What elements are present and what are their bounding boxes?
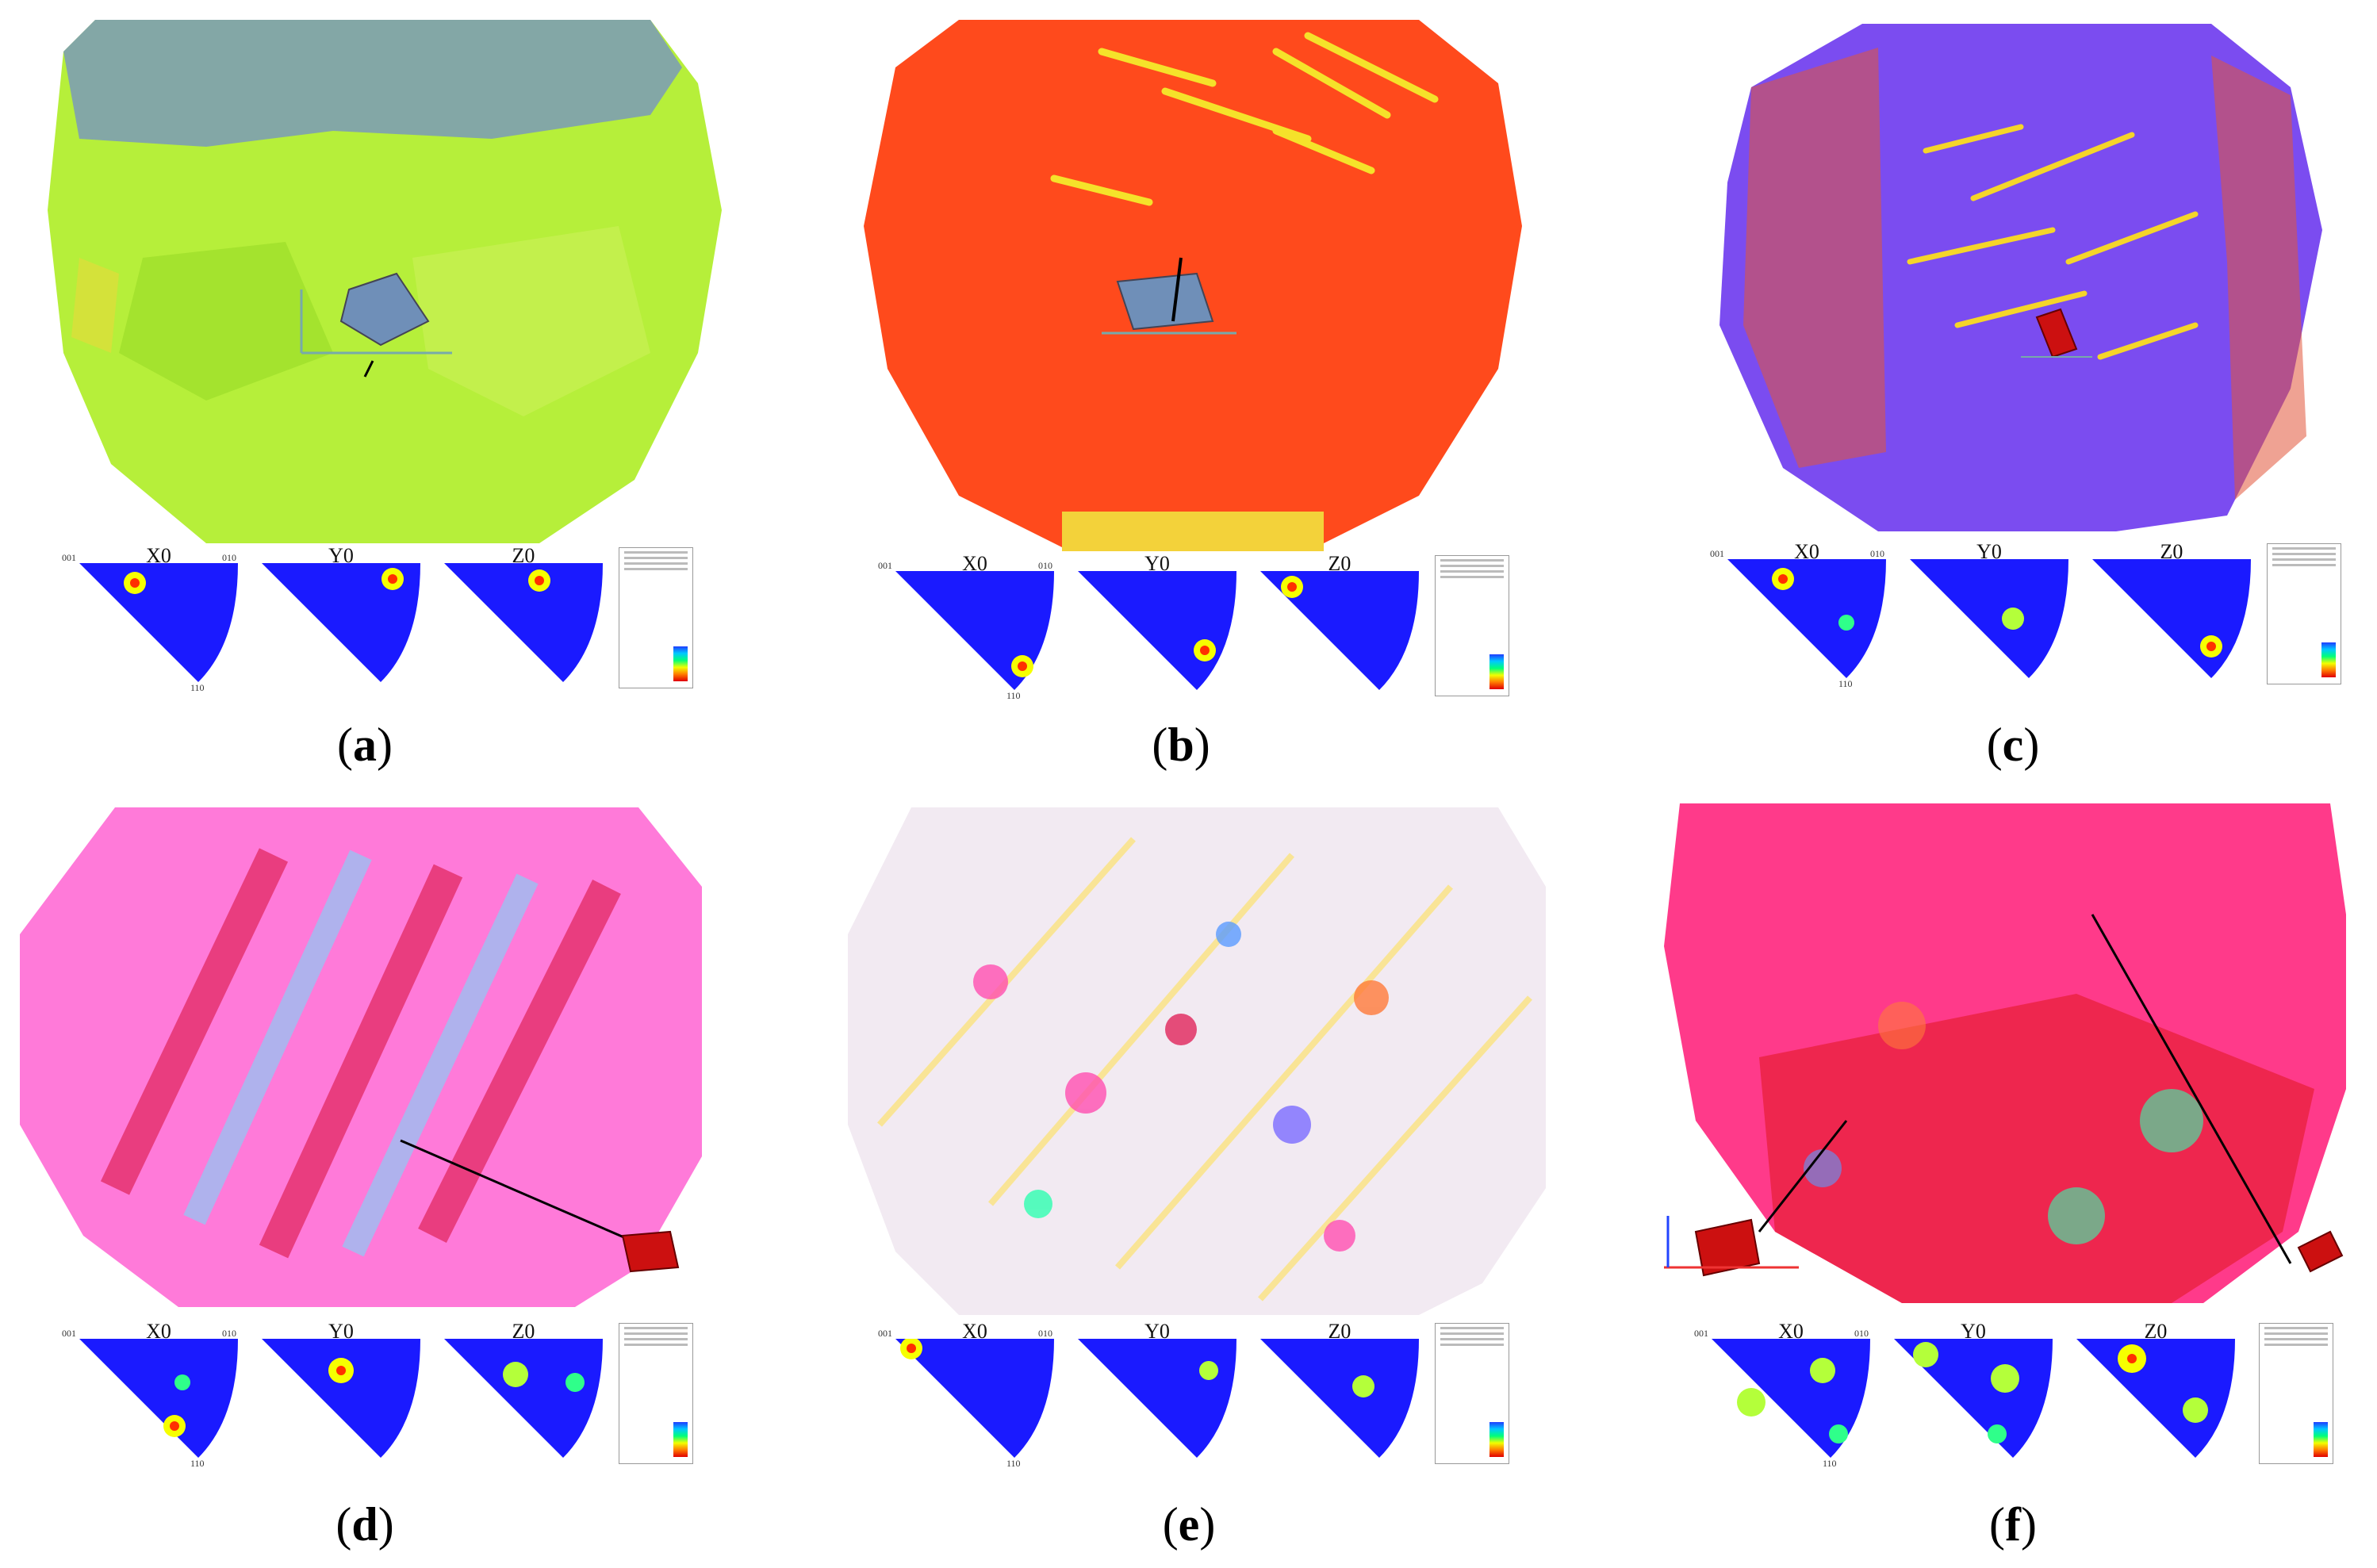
- corner-label: 001: [1710, 548, 1724, 559]
- ipf-legend-c: [2267, 543, 2341, 684]
- ipf-x0-c: X0: [1727, 540, 1886, 678]
- direction-arrow: [400, 1139, 639, 1245]
- ipf-x0-d: X0: [79, 1320, 238, 1458]
- ipf-x0-f: X0: [1712, 1320, 1870, 1458]
- caption-c: (c): [1986, 719, 2040, 771]
- orientation-cube-icon: [1102, 257, 1236, 335]
- ipf-y0-e: Y0: [1078, 1320, 1236, 1458]
- panel-f: X0 Y0 Z0 001 010 110 (f): [1585, 784, 2377, 1568]
- ipf-z0-f: Z0: [2076, 1320, 2235, 1458]
- corner-label: 001: [1694, 1328, 1708, 1339]
- panel-b: X0 Y0 Z0 001 010 110 (b): [792, 0, 1585, 784]
- orientation-cube-icon: [621, 1230, 680, 1273]
- ipf-z0-b: Z0: [1260, 552, 1419, 690]
- ebsd-map-a: [48, 20, 730, 543]
- corner-label: 001: [62, 552, 76, 563]
- panel-d: X0 Y0 Z0 001 010 110 (d): [0, 784, 792, 1568]
- ipf-z0-a: Z0: [444, 544, 603, 682]
- corner-label: 110: [1838, 678, 1853, 689]
- ipf-z0-e: Z0: [1260, 1320, 1419, 1458]
- caption-a: (a): [337, 719, 393, 771]
- caption-b: (b): [1152, 719, 1210, 771]
- ipf-label: Z0: [2160, 540, 2183, 563]
- ipf-label: Y0: [1976, 540, 2002, 563]
- ipf-label: Y0: [1144, 552, 1170, 575]
- corner-label: 010: [1038, 560, 1052, 571]
- panel-c: X0 Y0 Z0 001 010 110 (c): [1585, 0, 2377, 784]
- ipf-label: X0: [1794, 540, 1819, 563]
- ipf-label: X0: [146, 1320, 171, 1343]
- direction-arrow: [2091, 914, 2292, 1264]
- corner-label: 110: [1006, 690, 1021, 701]
- ipf-label: Z0: [1328, 1320, 1351, 1343]
- corner-label: 010: [1038, 1328, 1052, 1339]
- corner-label: 010: [1854, 1328, 1869, 1339]
- direction-arrow: [1758, 1120, 1848, 1233]
- corner-label: 110: [190, 1458, 205, 1469]
- ipf-label: Z0: [512, 544, 535, 567]
- ipf-legend-b: [1435, 555, 1509, 696]
- caption-d: (d): [335, 1498, 394, 1551]
- corner-label: 110: [1823, 1458, 1837, 1469]
- ipf-label: Y0: [328, 544, 354, 567]
- ipf-y0-a: Y0: [262, 544, 420, 682]
- ipf-y0-d: Y0: [262, 1320, 420, 1458]
- ipf-label: Z0: [1328, 552, 1351, 575]
- ipf-label: Y0: [328, 1320, 354, 1343]
- ipf-x0-b: X0: [895, 552, 1054, 690]
- ebsd-map-c: [1719, 24, 2322, 531]
- caption-f: (f): [1989, 1498, 2037, 1551]
- ipf-y0-b: Y0: [1078, 552, 1236, 690]
- orientation-cube-icon: [300, 272, 452, 378]
- ipf-label: Y0: [1144, 1320, 1170, 1343]
- corner-label: 010: [1870, 548, 1884, 559]
- ipf-legend-e: [1435, 1323, 1509, 1464]
- ipf-legend-d: [619, 1323, 693, 1464]
- ipf-x0-e: X0: [895, 1320, 1054, 1458]
- ipf-legend-f: [2259, 1323, 2333, 1464]
- ipf-label: X0: [146, 544, 171, 567]
- ebsd-map-f: [1664, 788, 2346, 1303]
- ipf-label: X0: [962, 552, 987, 575]
- panel-e: X0 Y0 Z0 001 010 110 (e): [792, 784, 1585, 1568]
- ipf-label: Y0: [1961, 1320, 1986, 1343]
- corner-label: 110: [1006, 1458, 1021, 1469]
- ipf-label: Z0: [2144, 1320, 2168, 1343]
- corner-label: 110: [190, 682, 205, 693]
- orientation-cube-icon: [2021, 308, 2092, 358]
- ipf-y0-c: Y0: [1910, 540, 2068, 678]
- ipf-y0-f: Y0: [1894, 1320, 2053, 1458]
- panel-a: X0 Y0 Z0 001 010 110 (a): [0, 0, 792, 784]
- corner-label: 001: [62, 1328, 76, 1339]
- corner-label: 001: [878, 1328, 892, 1339]
- ipf-x0-a: X0: [79, 544, 238, 682]
- ipf-z0-d: Z0: [444, 1320, 603, 1458]
- ebsd-map-e: [848, 792, 1546, 1315]
- ipf-z0-c: Z0: [2092, 540, 2251, 678]
- corner-label: 010: [222, 552, 236, 563]
- corner-label: 010: [222, 1328, 236, 1339]
- ipf-label: Z0: [512, 1320, 535, 1343]
- ipf-legend-a: [619, 547, 693, 688]
- ipf-label: X0: [1778, 1320, 1804, 1343]
- ipf-label: X0: [962, 1320, 987, 1343]
- ebsd-map-b: [864, 20, 1522, 551]
- ebsd-map-d: [20, 792, 702, 1307]
- corner-label: 001: [878, 560, 892, 571]
- orientation-cube-icon: [1664, 1216, 1799, 1277]
- orientation-cube-icon: [2297, 1230, 2344, 1273]
- caption-e: (e): [1162, 1498, 1216, 1551]
